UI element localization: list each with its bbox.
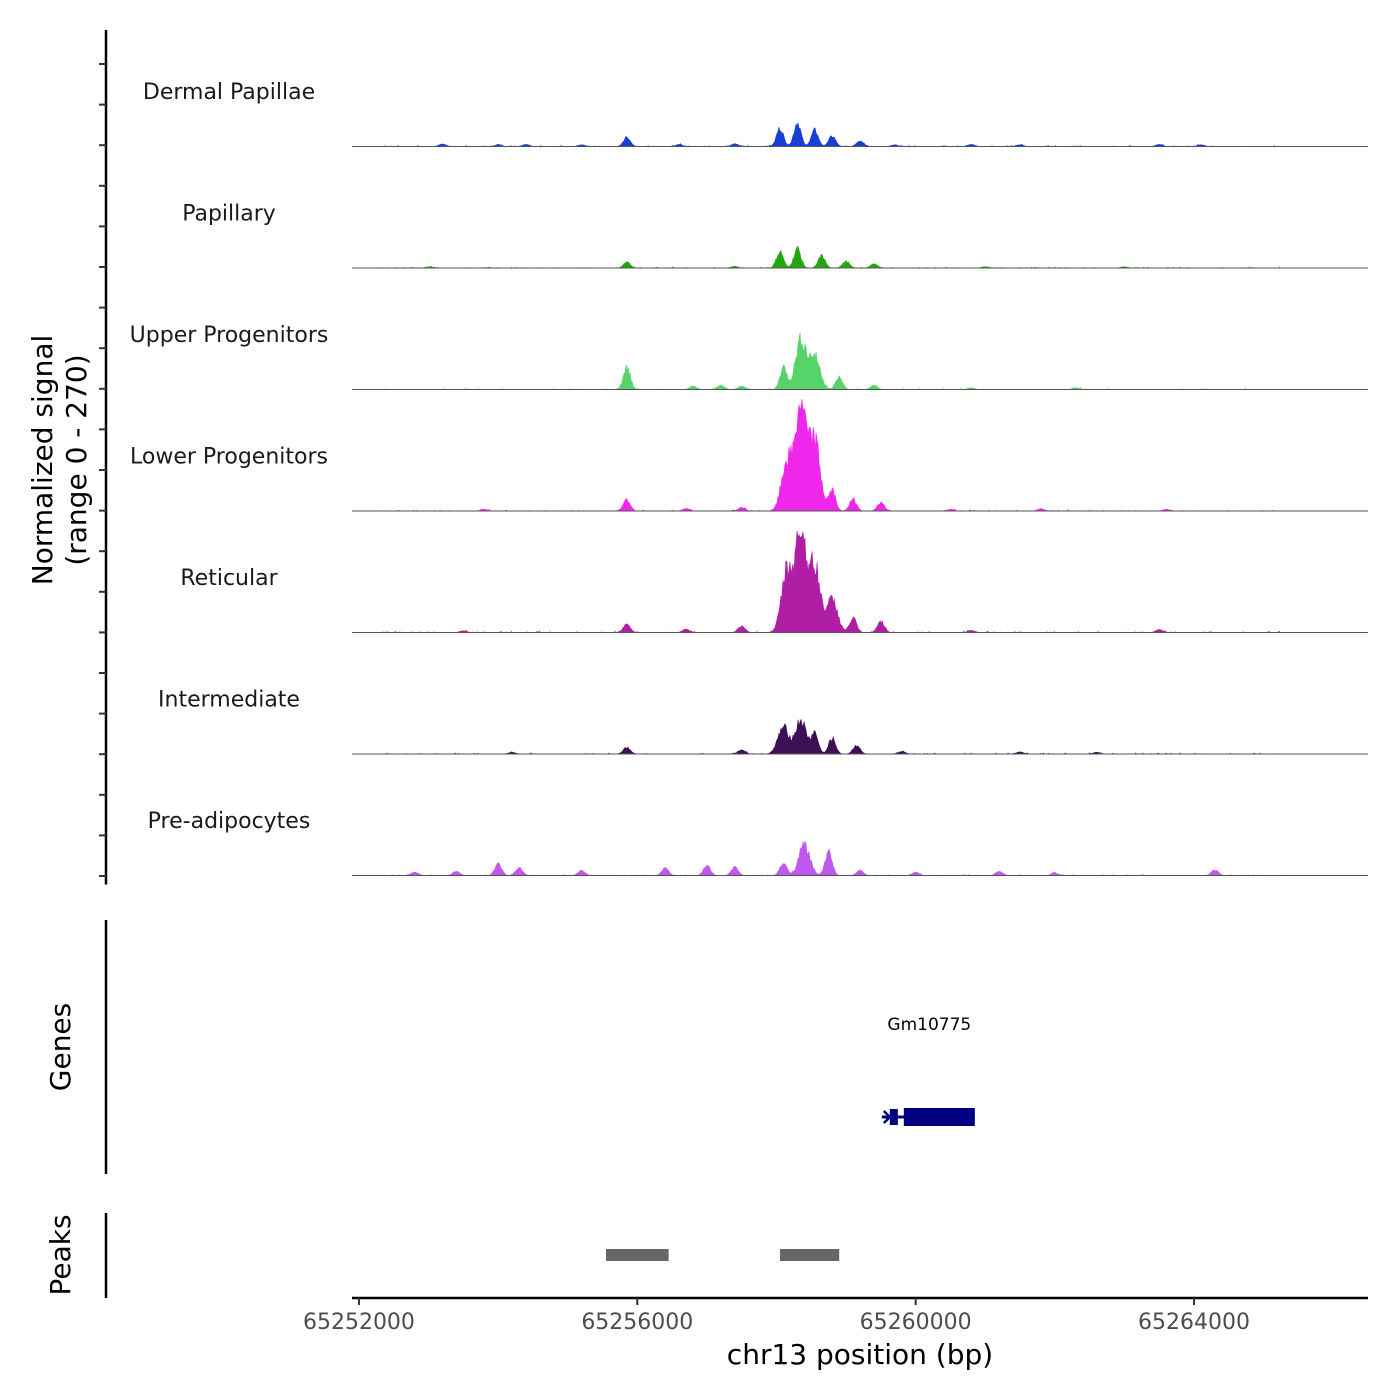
gene-panel: Genes Gm10775 <box>44 920 975 1174</box>
track-lower-progenitors: Lower Progenitors <box>130 398 1368 512</box>
gene-panel-label: Genes <box>44 1003 77 1091</box>
track-signal-area <box>352 840 1285 876</box>
track-papillary: Papillary <box>182 202 1368 269</box>
y-axis: Normalized signal(range 0 - 270) <box>26 30 108 885</box>
track-label: Pre-adipocytes <box>148 809 311 834</box>
gene-strand-arrow <box>882 1110 892 1124</box>
x-tick-label: 65252000 <box>303 1310 415 1335</box>
x-tick-label: 65264000 <box>1138 1310 1250 1335</box>
track-upper-progenitors: Upper Progenitors <box>130 323 1368 390</box>
track-label: Intermediate <box>158 688 300 713</box>
gene-exon <box>903 1108 975 1126</box>
track-label: Dermal Papillae <box>143 80 315 105</box>
coverage-tracks: Dermal Papillae Papillary Upper Progenitor… <box>130 80 1368 876</box>
track-signal-area <box>352 718 1285 755</box>
track-signal-area <box>352 398 1285 512</box>
y-axis-title-line: Normalized signal <box>26 335 59 586</box>
peak-region <box>780 1249 840 1261</box>
track-label: Papillary <box>182 202 276 227</box>
peaks-panel: Peaks <box>44 1213 840 1298</box>
x-axis-title: chr13 position (bp) <box>727 1338 993 1371</box>
track-signal-area <box>352 530 1285 633</box>
track-reticular: Reticular <box>180 530 1368 633</box>
gene-exon <box>889 1109 898 1125</box>
track-intermediate: Intermediate <box>158 688 1368 755</box>
track-signal-area <box>352 332 1285 390</box>
track-label: Reticular <box>180 566 278 591</box>
track-dermal-papillae: Dermal Papillae <box>143 80 1368 147</box>
x-axis: 65252000 65256000 65260000 65264000 chr13 po… <box>303 1296 1368 1371</box>
x-tick-label: 65256000 <box>581 1310 693 1335</box>
track-label: Upper Progenitors <box>130 323 329 348</box>
track-signal-area <box>352 122 1285 147</box>
track-label: Lower Progenitors <box>130 445 328 470</box>
track-signal-area <box>352 245 1285 269</box>
peak-region <box>606 1249 669 1261</box>
gene-name: Gm10775 <box>887 1015 971 1035</box>
track-pre-adipocytes: Pre-adipocytes <box>148 809 1368 876</box>
y-axis-title: Normalized signal(range 0 - 270) <box>26 335 93 586</box>
gene-model: Gm10775 <box>881 1015 975 1126</box>
x-tick-label: 65260000 <box>860 1310 972 1335</box>
y-axis-title-line: (range 0 - 270) <box>60 354 93 565</box>
peaks-panel-label: Peaks <box>44 1214 77 1295</box>
